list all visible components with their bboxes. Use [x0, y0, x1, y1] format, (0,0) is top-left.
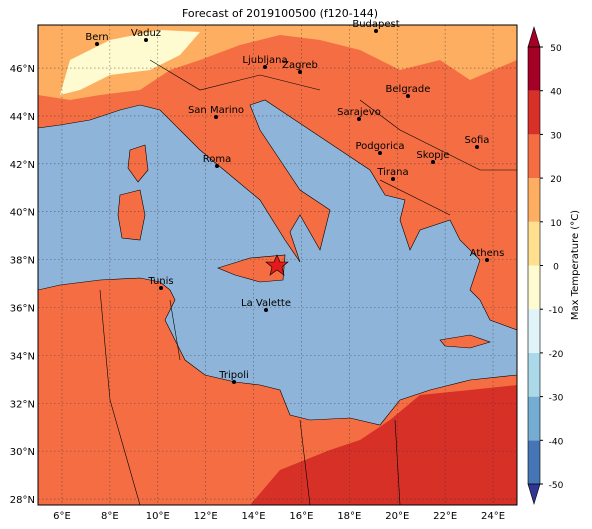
colorbar-segment: [528, 178, 540, 222]
x-tick-label: 20°E: [385, 511, 409, 522]
colorbar-label: Max Temperature (°C): [570, 210, 581, 320]
y-tick-label: 32°N: [10, 399, 35, 410]
y-tick-label: 44°N: [10, 112, 35, 123]
x-tick-label: 8°E: [101, 511, 119, 522]
city-dot: [391, 177, 395, 181]
city-label: Ljubljana: [242, 55, 287, 66]
colorbar-tick-label: 10: [550, 219, 562, 229]
colorbar-tick-label: 30: [550, 131, 562, 141]
city-label: Sarajevo: [337, 107, 381, 118]
city-dot: [374, 29, 378, 33]
city-dot: [357, 117, 361, 121]
colorbar-tick-label: 20: [550, 175, 562, 185]
city-dot: [232, 380, 236, 384]
colorbar-segment: [528, 265, 540, 310]
crete: [439, 334, 491, 349]
city-dot: [406, 94, 410, 98]
colorbar-extend-high: [527, 25, 541, 48]
city-label: Skopje: [416, 150, 449, 161]
colorbar-segment: [528, 309, 540, 353]
colorbar-tick-label: -40: [549, 437, 564, 447]
city-dot: [215, 164, 219, 168]
city-dot: [159, 286, 163, 290]
city-label: Bern: [85, 32, 108, 43]
colorbar-tick-label: 0: [553, 263, 559, 273]
colorbar-tick-label: -30: [549, 394, 564, 404]
corsica: [127, 144, 149, 183]
city-label: Athens: [470, 248, 505, 259]
x-tick-label: 18°E: [337, 511, 361, 522]
city-dot: [378, 151, 382, 155]
x-tick-label: 6°E: [53, 511, 71, 522]
hot-south: [250, 385, 517, 505]
city-label: Tunis: [147, 276, 173, 287]
city-label: San Marino: [188, 105, 244, 116]
city-label: Belgrade: [386, 84, 431, 95]
y-tick-label: 34°N: [10, 351, 35, 362]
colorbar-segment: [528, 47, 540, 91]
city-dot: [431, 160, 435, 164]
x-tick-label: 22°E: [433, 511, 457, 522]
x-tick-label: 10°E: [146, 511, 170, 522]
cold-alps: [60, 30, 200, 95]
y-tick-label: 38°N: [10, 256, 35, 267]
colorbar-segment: [528, 352, 540, 397]
city-dot: [485, 258, 489, 262]
city-dot: [263, 65, 267, 69]
map-frame: [37, 24, 518, 506]
x-tick-label: 14°E: [242, 511, 266, 522]
y-tick-label: 46°N: [10, 64, 35, 75]
sardinia: [117, 189, 146, 241]
colorbar-tick-label: -10: [549, 306, 564, 316]
city-dot: [144, 38, 148, 42]
forecast-point-star: [265, 254, 289, 276]
city-label: Roma: [203, 154, 232, 165]
colorbar-segment: [528, 440, 540, 484]
colorbar-segment: [528, 90, 540, 135]
colorbar-tick-label: -20: [549, 350, 564, 360]
city-label: Tirana: [376, 167, 408, 178]
city-label: Vaduz: [131, 28, 161, 39]
y-tick-label: 36°N: [10, 303, 35, 314]
colorbar-extend-low: [527, 483, 541, 506]
city-dot: [95, 42, 99, 46]
x-tick-label: 16°E: [289, 511, 313, 522]
city-dot: [298, 70, 302, 74]
city-label: Sofia: [465, 135, 490, 146]
city-label: Zagreb: [282, 60, 318, 71]
y-tick-label: 30°N: [10, 447, 35, 458]
y-tick-label: 42°N: [10, 160, 35, 171]
city-dot: [475, 145, 479, 149]
city-dot: [214, 115, 218, 119]
city-dot: [264, 308, 268, 312]
y-tick-label: 28°N: [10, 495, 35, 506]
city-label: Podgorica: [355, 141, 404, 152]
city-label: La Valette: [241, 298, 291, 309]
y-tick-label: 40°N: [10, 208, 35, 219]
x-tick-label: 12°E: [194, 511, 218, 522]
city-label: Tripoli: [218, 370, 249, 381]
colorbar-segment: [528, 396, 540, 441]
colorbar-segment: [528, 134, 540, 179]
map-title: Forecast of 2019100500 (f120-144): [182, 7, 378, 20]
colorbar-tick-label: 50: [550, 44, 562, 54]
colorbar-tick-label: -50: [549, 481, 564, 491]
colorbar-tick-label: 40: [550, 88, 562, 98]
colorbar-segment: [528, 221, 540, 266]
x-tick-label: 24°E: [481, 511, 505, 522]
